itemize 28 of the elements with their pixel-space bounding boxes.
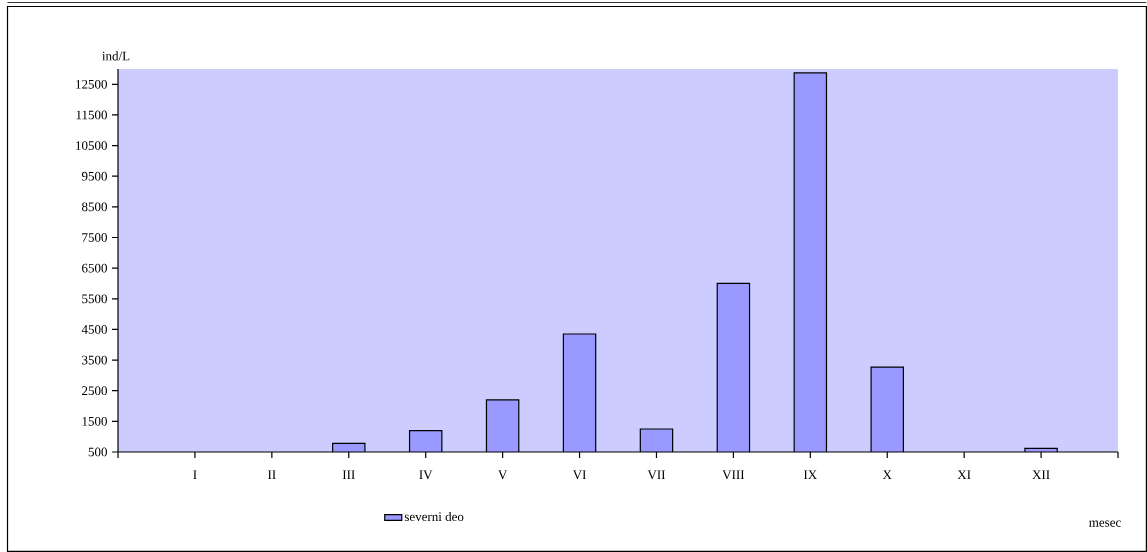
x-tick-label: V (498, 470, 508, 480)
x-tick-label: X (882, 470, 892, 480)
x-tick-label: VIII (722, 470, 745, 480)
x-tick-label: II (268, 470, 276, 480)
legend-label: severni deo (404, 511, 464, 522)
y-tick-label: 4500 (81, 325, 107, 334)
x-tick-label: I (193, 470, 197, 480)
x-tick-label: IV (419, 470, 433, 480)
x-tick-label: VI (572, 470, 586, 480)
x-tick-label: III (342, 470, 355, 480)
x-tick-label: VII (647, 470, 666, 480)
y-tick-label: 6500 (82, 263, 107, 273)
y-tick-label: 2500 (82, 386, 107, 396)
y-tick-label: 5500 (82, 294, 107, 304)
y-tick-label: 8500 (81, 202, 107, 212)
x-tick-label: IX (803, 470, 817, 480)
y-tick-label: 3500 (82, 355, 107, 365)
y-axis-title: ind/L (102, 51, 130, 61)
y-tick-label: 11500 (76, 110, 107, 120)
y-tick-label: 500 (88, 447, 107, 457)
y-tick-label: 1500 (82, 416, 107, 426)
y-tick-label: 9500 (81, 171, 107, 181)
y-tick-label: 12500 (76, 79, 107, 89)
x-axis-title: mesec (1089, 520, 1121, 527)
y-tick-label: 10500 (76, 141, 107, 150)
y-tick-label: 7500 (82, 233, 107, 242)
x-tick-label: XI (957, 470, 971, 480)
x-tick-label: XII (1032, 470, 1050, 480)
